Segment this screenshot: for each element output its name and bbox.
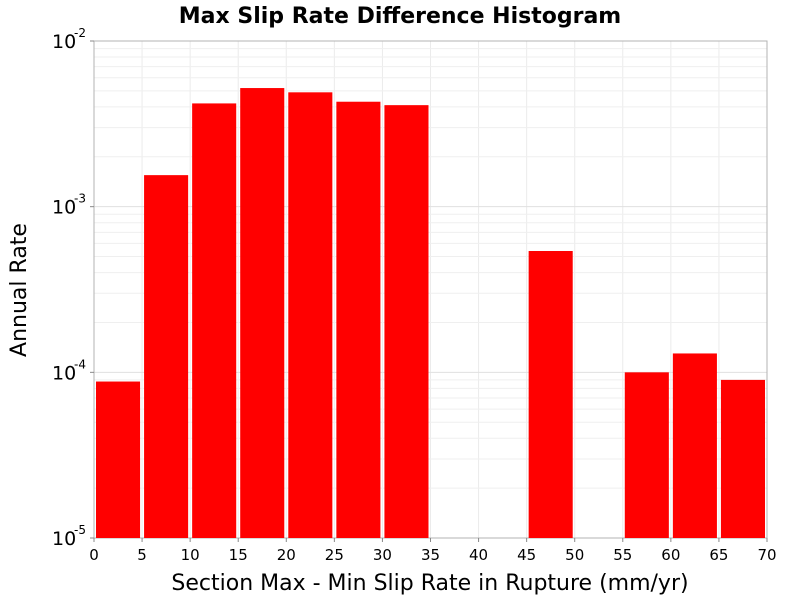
x-tick-label: 30 [373,546,392,564]
histogram-bar [144,175,189,538]
x-tick-label: 25 [325,546,344,564]
y-tick-label-base: 10 [52,362,76,384]
x-axis-ticks: 0 5 10 15 20 25 30 35 40 45 50 55 60 65 70 [89,538,777,564]
y-tick-label-base: 10 [52,528,76,550]
chart-title: Max Slip Rate Difference Histogram [179,4,621,29]
x-tick-label: 70 [757,546,776,564]
x-tick-label: 55 [613,546,632,564]
y-tick-label-exponent: -2 [74,26,86,40]
histogram-bar [192,103,237,538]
y-axis-label: Annual Rate [7,223,32,357]
histogram-bar [336,101,381,539]
histogram-bar [384,105,429,539]
x-tick-label: 60 [661,546,680,564]
x-tick-label: 35 [421,546,440,564]
histogram-bar [288,92,333,538]
x-tick-label: 40 [469,546,488,564]
y-tick-label-base: 10 [52,197,76,219]
y-tick-label-base: 10 [52,31,76,53]
histogram-bar [624,372,669,538]
x-tick-label: 20 [277,546,296,564]
x-tick-label: 10 [181,546,200,564]
x-axis-label: Section Max - Min Slip Rate in Rupture (… [171,571,688,596]
y-tick-label-exponent: -4 [74,357,86,371]
x-tick-label: 5 [137,546,147,564]
x-tick-label: 45 [517,546,536,564]
x-tick-label: 50 [565,546,584,564]
histogram-bar [240,88,285,539]
y-tick-label-exponent: -5 [74,523,86,537]
y-tick-label-exponent: -3 [74,192,86,206]
x-tick-label: 0 [89,546,99,564]
x-tick-label: 15 [229,546,248,564]
histogram-bar [720,379,765,538]
y-axis-ticks: 10-510-410-310-2 [52,26,94,550]
histogram-bar [528,251,573,538]
x-tick-label: 65 [709,546,728,564]
bars [96,88,765,539]
histogram-bar [96,381,141,538]
histogram-bar [672,353,717,538]
